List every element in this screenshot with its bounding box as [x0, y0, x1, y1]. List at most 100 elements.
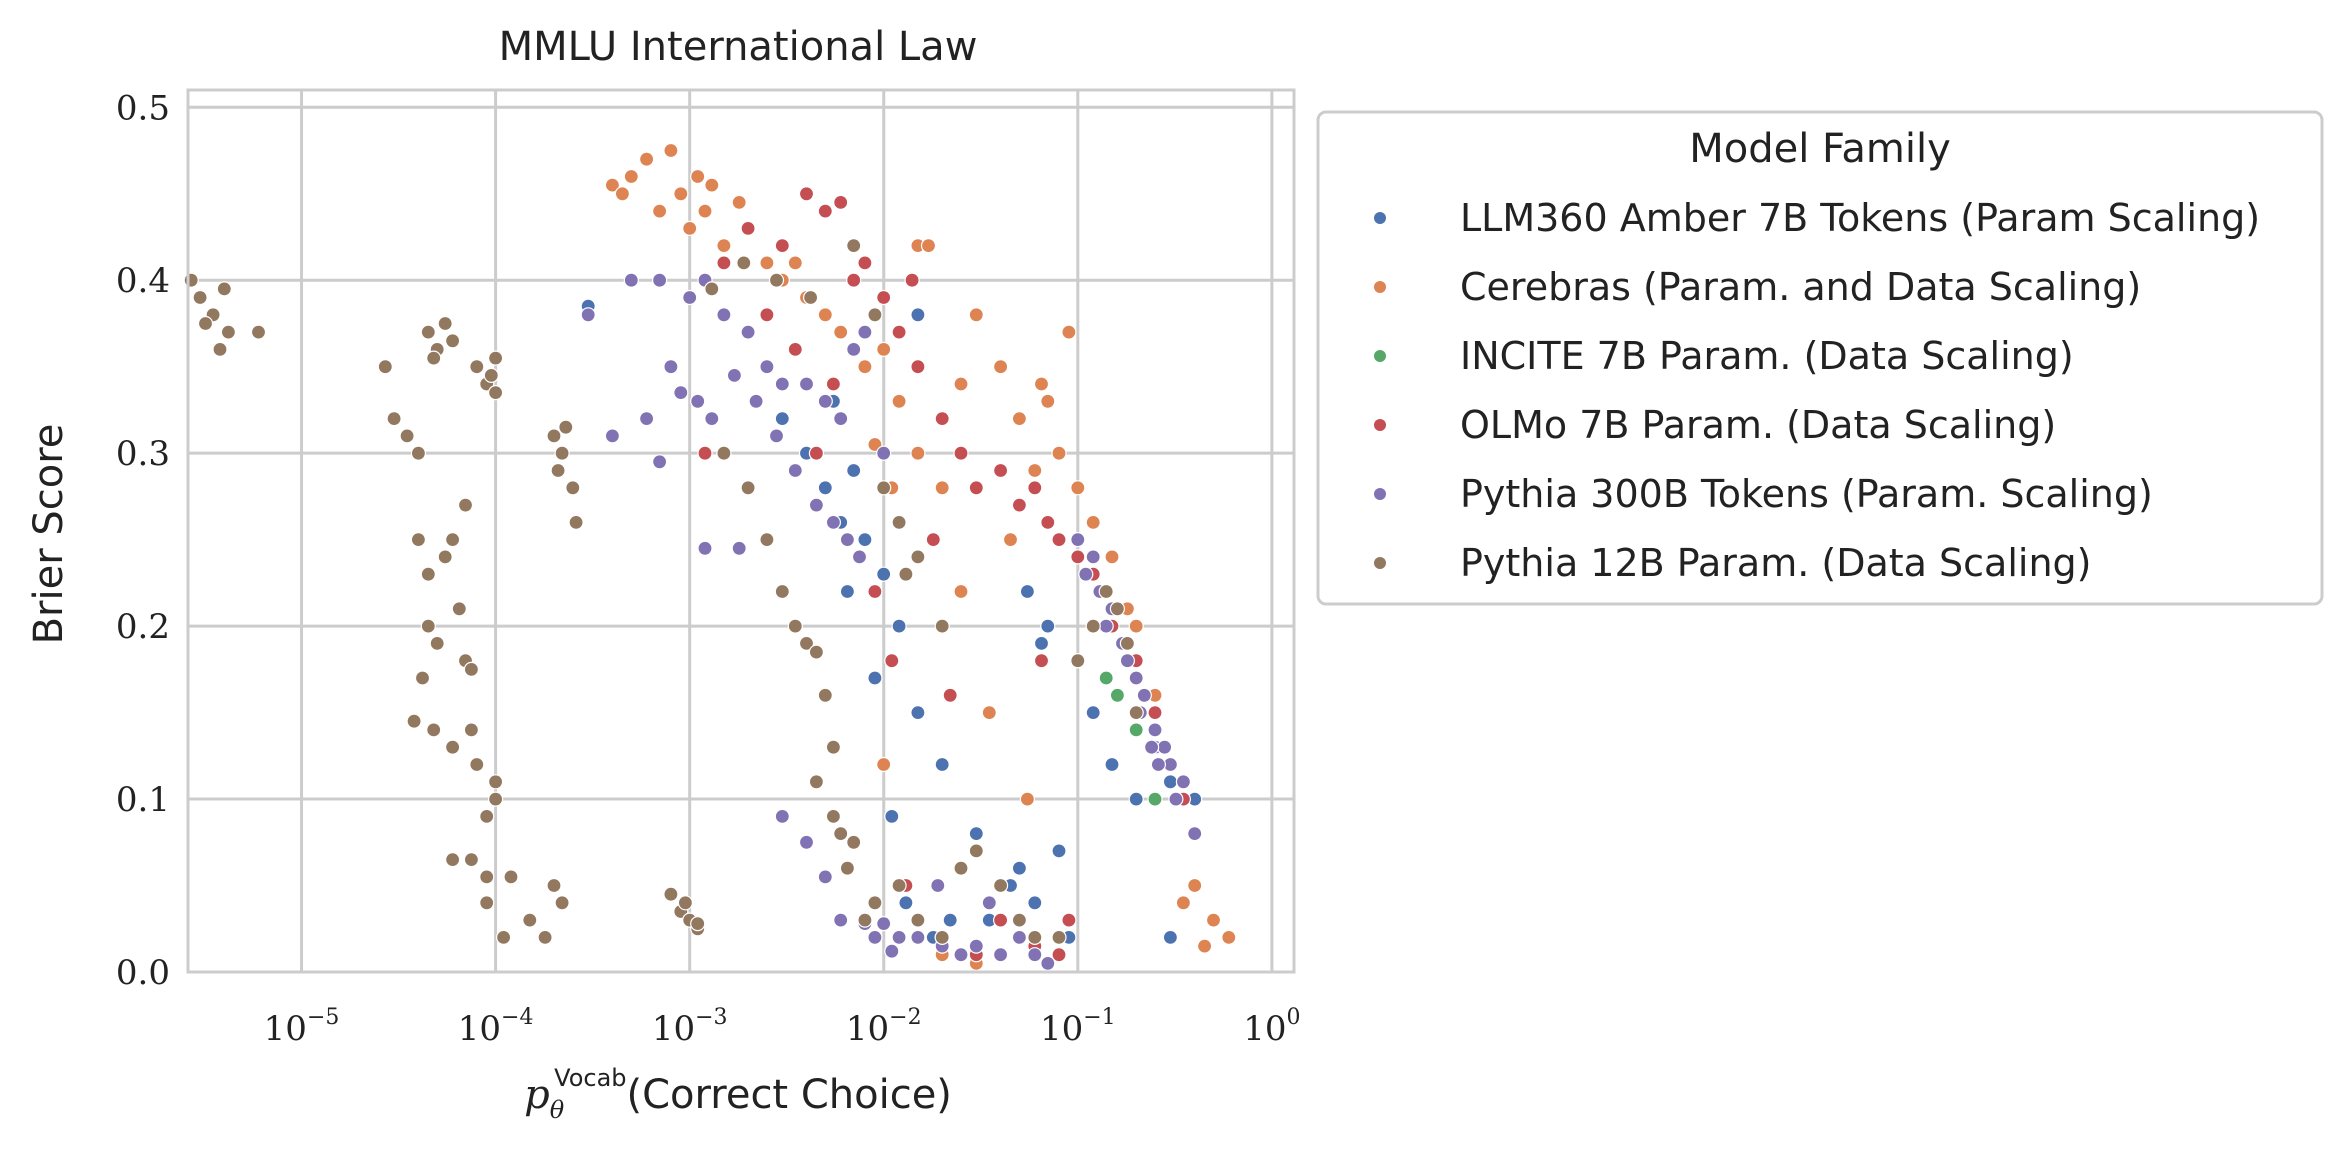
data-point: [798, 186, 815, 202]
data-point: [1156, 739, 1173, 755]
data-point: [1019, 583, 1036, 600]
data-point: [1070, 653, 1086, 669]
data-point: [876, 480, 892, 496]
data-point: [488, 350, 504, 366]
legend-label: Pythia 12B Param. (Data Scaling): [1460, 541, 2091, 585]
data-point: [898, 895, 914, 911]
x-tick-label: 10−5: [264, 1005, 340, 1049]
data-point: [1109, 601, 1126, 617]
data-point: [651, 203, 668, 219]
data-point: [673, 186, 689, 202]
data-point: [968, 938, 984, 954]
data-point: [839, 583, 856, 600]
x-tick-base: 10: [458, 1009, 501, 1049]
data-point: [463, 661, 479, 678]
data-point: [1078, 566, 1094, 582]
data-point: [768, 272, 785, 288]
data-point: [522, 912, 538, 928]
data-point: [1104, 549, 1120, 565]
x-tick-exponent: −5: [307, 1005, 339, 1030]
data-point: [876, 566, 892, 582]
data-point: [740, 324, 756, 340]
data-point: [953, 445, 969, 461]
data-point: [774, 238, 790, 254]
legend-frame: [1316, 110, 2324, 606]
data-point: [930, 877, 946, 894]
data-point: [1187, 877, 1203, 894]
data-point: [1040, 618, 1056, 634]
data-point: [876, 915, 892, 932]
data-point: [1040, 955, 1056, 972]
data-point: [953, 860, 969, 876]
legend-marker: [1374, 419, 1386, 431]
data-point: [1011, 929, 1028, 946]
data-point: [1128, 722, 1144, 738]
data-point: [697, 203, 713, 219]
data-point: [798, 376, 815, 392]
data-point: [740, 220, 756, 236]
data-point: [731, 540, 747, 556]
data-point: [663, 359, 679, 375]
data-point: [1187, 825, 1203, 842]
data-point: [704, 177, 720, 193]
data-point: [768, 428, 785, 444]
data-point: [817, 393, 833, 409]
data-point: [992, 359, 1009, 375]
data-point: [825, 376, 842, 392]
data-point: [1027, 480, 1043, 496]
data-point: [774, 808, 790, 825]
data-point: [910, 359, 926, 375]
data-point: [1128, 704, 1144, 721]
y-tick-label: 0.1: [116, 780, 170, 820]
data-point: [445, 851, 461, 868]
data-point: [690, 168, 706, 185]
data-point: [1098, 618, 1114, 634]
legend: Model Family LLM360 Amber 7B Tokens (Par…: [1316, 110, 2324, 606]
data-point: [925, 531, 941, 548]
x-tick-label: 100: [1243, 1005, 1300, 1049]
data-point: [426, 350, 442, 366]
data-point: [910, 704, 926, 721]
data-point: [910, 445, 926, 461]
data-point: [910, 549, 926, 565]
x-tick-base: 10: [264, 1009, 307, 1049]
data-point: [833, 324, 849, 340]
data-point: [759, 359, 775, 375]
data-point: [942, 912, 958, 928]
data-point: [910, 307, 926, 323]
data-point: [406, 713, 422, 729]
data-point: [968, 825, 984, 842]
data-point: [604, 177, 621, 193]
data-point: [846, 834, 862, 850]
data-point: [759, 307, 775, 323]
data-point: [817, 480, 833, 496]
data-point: [445, 333, 461, 349]
data-point: [1061, 324, 1077, 340]
x-tick-label: 10−3: [652, 1005, 728, 1049]
data-point: [981, 704, 997, 721]
data-point: [197, 315, 214, 332]
data-point: [386, 411, 402, 427]
data-point: [992, 877, 1009, 894]
series-points: [604, 142, 1237, 972]
data-point: [774, 583, 790, 600]
legend-marker: [1374, 488, 1386, 500]
data-point: [1011, 411, 1028, 427]
y-tick-label: 0.4: [116, 261, 170, 301]
data-point: [1070, 531, 1086, 548]
data-point: [1162, 774, 1179, 790]
data-point: [817, 307, 833, 323]
data-point: [1061, 912, 1077, 928]
data-point: [910, 912, 926, 928]
x-tick-exponent: −2: [889, 1005, 921, 1030]
legend-label: Pythia 300B Tokens (Param. Scaling): [1460, 472, 2153, 516]
data-point: [817, 869, 833, 885]
data-point: [876, 445, 892, 461]
data-point: [992, 912, 1009, 928]
data-point: [663, 142, 679, 159]
y-tick-label: 0.2: [116, 607, 170, 647]
data-point: [884, 943, 900, 959]
data-point: [1051, 929, 1067, 946]
data-point: [212, 341, 228, 357]
data-point: [920, 238, 937, 254]
